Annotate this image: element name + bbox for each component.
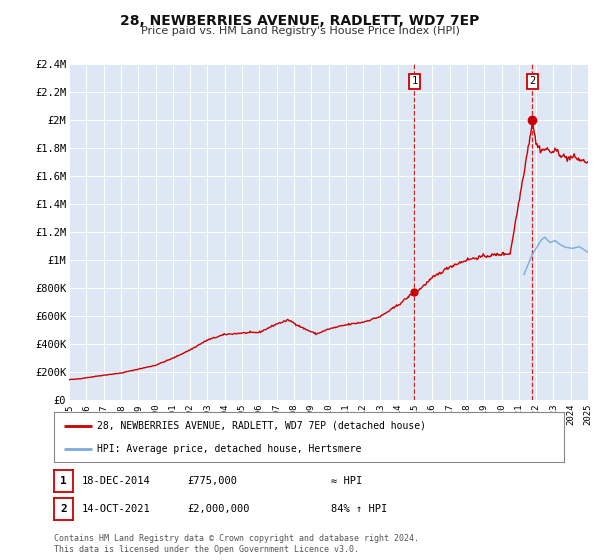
Text: 2: 2 xyxy=(60,504,67,514)
Text: £775,000: £775,000 xyxy=(187,476,237,486)
Text: HPI: Average price, detached house, Hertsmere: HPI: Average price, detached house, Hert… xyxy=(97,445,362,454)
Text: 28, NEWBERRIES AVENUE, RADLETT, WD7 7EP (detached house): 28, NEWBERRIES AVENUE, RADLETT, WD7 7EP … xyxy=(97,421,427,431)
Text: 14-OCT-2021: 14-OCT-2021 xyxy=(82,504,151,514)
Text: 2: 2 xyxy=(529,76,536,86)
Text: 18-DEC-2014: 18-DEC-2014 xyxy=(82,476,151,486)
Text: Price paid vs. HM Land Registry's House Price Index (HPI): Price paid vs. HM Land Registry's House … xyxy=(140,26,460,36)
Text: Contains HM Land Registry data © Crown copyright and database right 2024.: Contains HM Land Registry data © Crown c… xyxy=(54,534,419,543)
Text: 84% ↑ HPI: 84% ↑ HPI xyxy=(331,504,388,514)
Text: 1: 1 xyxy=(60,476,67,486)
Text: 28, NEWBERRIES AVENUE, RADLETT, WD7 7EP: 28, NEWBERRIES AVENUE, RADLETT, WD7 7EP xyxy=(121,14,479,28)
Text: This data is licensed under the Open Government Licence v3.0.: This data is licensed under the Open Gov… xyxy=(54,545,359,554)
Text: £2,000,000: £2,000,000 xyxy=(187,504,250,514)
Text: 1: 1 xyxy=(412,76,418,86)
Text: ≈ HPI: ≈ HPI xyxy=(331,476,362,486)
